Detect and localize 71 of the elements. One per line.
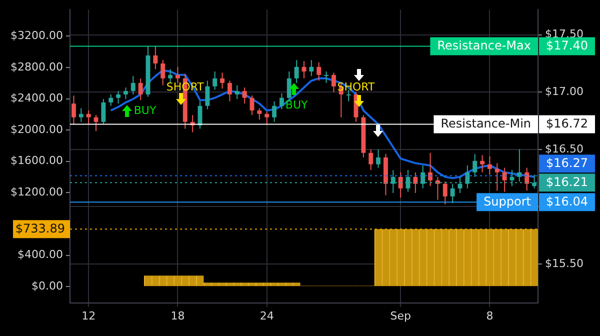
text: $16.27 [546,156,588,170]
candlestick [116,90,121,104]
x-tick-label: Sep [390,309,411,322]
y2-tick-label: $2800.00 [10,60,63,74]
candlestick [324,70,329,84]
y2-tick-label: $0.00 [32,279,63,292]
candlestick [398,172,403,198]
candlestick [212,70,218,90]
candlestick [86,110,91,125]
ref-line-label: Resistance-Max [437,38,532,52]
candlestick [101,98,106,125]
candlestick [517,148,522,182]
candlestick [264,111,270,125]
annotation: BUY [134,104,156,118]
candlestick [227,80,232,102]
candlestick [175,66,180,84]
candlestick [108,94,114,106]
x-tick-label: 8 [486,309,494,322]
annotation: BUY [285,98,308,112]
y2-tick-label: $2400.00 [10,92,63,105]
candlestick [502,167,507,192]
candlestick [71,95,76,125]
x-tick-label: 24 [260,309,274,322]
candlestick [153,46,158,70]
text: $16.72 [546,116,588,130]
candlestick [376,148,381,168]
candlestick [331,72,336,93]
candlestick [78,108,84,122]
candlestick [160,60,166,86]
y2-tick-label: $1200.00 [10,186,63,199]
text: $16.04 [546,194,588,208]
candlestick [480,154,485,173]
y2-tick-label: $3200.00 [10,29,63,42]
candlestick [123,87,128,100]
text: $733.89 [15,221,65,236]
y-tick-label: $16.50 [545,142,584,156]
text: $16.21 [546,174,588,189]
candlestick [205,80,210,110]
candlestick [168,68,173,84]
y-tick-label: $17.00 [545,84,584,98]
x-tick-label: 18 [170,309,185,322]
ref-line-label: Resistance-Min [440,116,532,130]
y-tick-label: $17.50 [545,28,584,41]
y-tick-label: $15.50 [545,256,584,270]
candlestick [234,84,240,100]
candlestick [286,70,292,102]
candlestick [309,60,314,77]
candlestick [472,154,478,178]
candlestick [435,176,440,200]
candlestick [413,172,418,194]
candlestick [442,181,448,205]
candlestick [220,72,225,90]
candlestick [130,76,136,95]
y2-tick-label: $400.00 [18,248,63,262]
y2-tick-label: $2000.00 [10,122,63,136]
candlestick [242,87,247,104]
candlestick [428,152,433,187]
y2-tick-label: $1600.00 [10,154,63,168]
candlestick [368,148,374,171]
candlestick [279,92,284,110]
candlestick [316,62,322,82]
candlestick [487,156,492,176]
candlestick [294,60,299,84]
x-tick-label: 12 [82,309,96,322]
candlestick [272,100,277,122]
candlestick [257,108,262,120]
text: $17.40 [546,38,588,52]
candlestick [450,183,455,204]
candlestick [494,162,500,192]
ref-line-label: Support [484,194,532,208]
candlestick [138,78,143,101]
